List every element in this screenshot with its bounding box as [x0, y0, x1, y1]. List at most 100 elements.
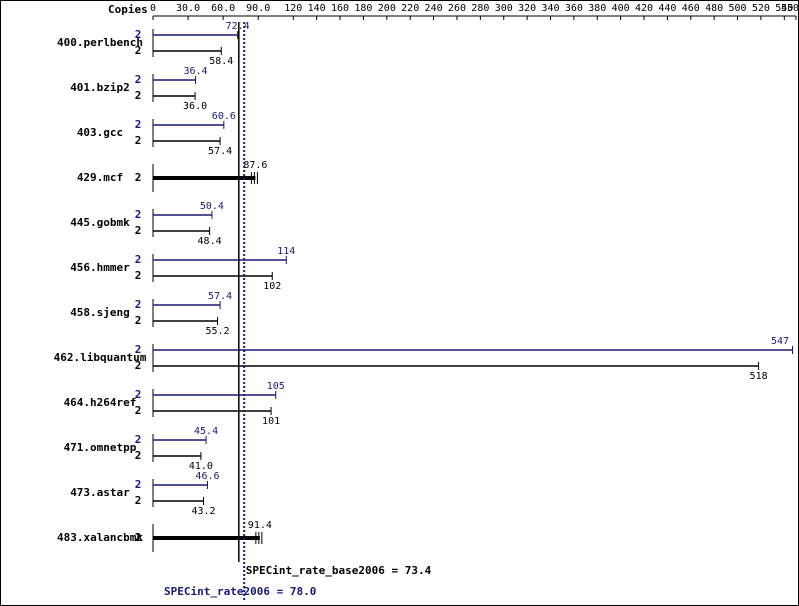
copies-label: 2: [135, 28, 142, 41]
copies-label: 2: [135, 531, 142, 544]
copies-label: 2: [135, 404, 142, 417]
bar: [153, 455, 201, 457]
copies-label: 2: [135, 388, 142, 401]
bar: [153, 365, 759, 367]
copies-label: 2: [135, 343, 142, 356]
bar: [153, 394, 276, 396]
value-label: 50.4: [200, 201, 224, 212]
value-label: 55.2: [205, 326, 229, 337]
x-tick-label: 520: [752, 3, 770, 14]
benchmark-label: 456.hmmer: [70, 261, 130, 274]
value-label: 87.6: [243, 160, 267, 171]
value-label: 58.4: [209, 56, 233, 67]
x-tick-label: 540: [775, 3, 793, 14]
copies-label: 2: [135, 359, 142, 372]
copies-label: 2: [135, 208, 142, 221]
x-tick-label: 440: [658, 3, 676, 14]
bar: [153, 500, 204, 502]
benchmark-label: 400.perlbench: [57, 36, 143, 49]
benchmark-label: 403.gcc: [77, 126, 123, 139]
x-tick-label: 400: [612, 3, 630, 14]
copies-label: 2: [135, 449, 142, 462]
x-tick-label: 550: [781, 3, 799, 14]
x-tick-label: 0: [150, 3, 156, 14]
bar: [153, 124, 224, 126]
x-tick-label: 240: [425, 3, 443, 14]
x-tick-label: 420: [635, 3, 653, 14]
bar: [153, 176, 256, 180]
bar: [153, 50, 222, 52]
value-label: 45.4: [194, 426, 218, 437]
copies-label: 2: [135, 44, 142, 57]
copies-label: 2: [135, 89, 142, 102]
x-tick-label: 280: [471, 3, 489, 14]
copies-label: 2: [135, 298, 142, 311]
bar: [153, 536, 260, 540]
axis-label: Copies: [108, 3, 148, 16]
benchmark-label: 483.xalancbmk: [57, 531, 143, 544]
value-label: 518: [750, 371, 768, 382]
x-tick-label: 360: [565, 3, 583, 14]
copies-label: 2: [135, 171, 142, 184]
value-label: 36.0: [183, 101, 207, 112]
x-tick-label: 380: [588, 3, 606, 14]
x-tick-label: 320: [518, 3, 536, 14]
copies-label: 2: [135, 253, 142, 266]
benchmark-label: 471.omnetpp: [64, 441, 137, 454]
x-tick-label: 220: [401, 3, 419, 14]
x-tick-label: 260: [448, 3, 466, 14]
copies-label: 2: [135, 224, 142, 237]
x-tick-label: 90.0: [246, 3, 270, 14]
bar: [153, 410, 272, 412]
bar: [153, 259, 287, 261]
benchmark-label: 401.bzip2: [70, 81, 130, 94]
x-tick-label: 160: [331, 3, 349, 14]
bar: [153, 275, 273, 277]
copies-label: 2: [135, 134, 142, 147]
value-label: 57.4: [208, 146, 232, 157]
value-label: 57.4: [208, 291, 232, 302]
value-label: 36.4: [184, 66, 208, 77]
bar: [153, 230, 210, 232]
bar: [153, 79, 196, 81]
value-label: 105: [267, 381, 285, 392]
benchmark-label: 445.gobmk: [70, 216, 130, 229]
value-label: 547: [771, 336, 789, 347]
benchmark-label: 462.libquantum: [54, 351, 147, 364]
value-label: 114: [277, 246, 295, 257]
copies-label: 2: [135, 314, 142, 327]
value-label: 43.2: [191, 506, 215, 517]
copies-label: 2: [135, 73, 142, 86]
bar: [153, 320, 218, 322]
x-tick-label: 60.0: [211, 3, 235, 14]
bar: [153, 349, 793, 351]
value-label: 91.4: [248, 520, 272, 531]
value-label: 48.4: [198, 236, 222, 247]
copies-label: 2: [135, 118, 142, 131]
value-label: 60.6: [212, 111, 236, 122]
x-tick-label: 460: [682, 3, 700, 14]
x-tick-label: 120: [284, 3, 302, 14]
value-label: 41.0: [189, 461, 213, 472]
reference-label: SPECint_rate2006 = 78.0: [164, 585, 316, 598]
value-label: 46.6: [195, 471, 219, 482]
bar: [153, 439, 207, 441]
benchmark-label: 458.sjeng: [70, 306, 130, 319]
benchmark-label: 429.mcf: [77, 171, 123, 184]
bar: [153, 34, 238, 36]
x-tick-label: 30.0: [176, 3, 200, 14]
value-label: 72.4: [226, 21, 250, 32]
reference-label: SPECint_rate_base2006 = 73.4: [246, 564, 432, 577]
bar: [153, 484, 208, 486]
value-label: 101: [262, 416, 280, 427]
value-label: 102: [263, 281, 281, 292]
x-tick-label: 500: [729, 3, 747, 14]
x-tick-label: 200: [378, 3, 396, 14]
copies-label: 2: [135, 269, 142, 282]
bar: [153, 140, 221, 142]
bar: [153, 304, 221, 306]
x-tick-label: 480: [705, 3, 723, 14]
x-tick-label: 140: [308, 3, 326, 14]
